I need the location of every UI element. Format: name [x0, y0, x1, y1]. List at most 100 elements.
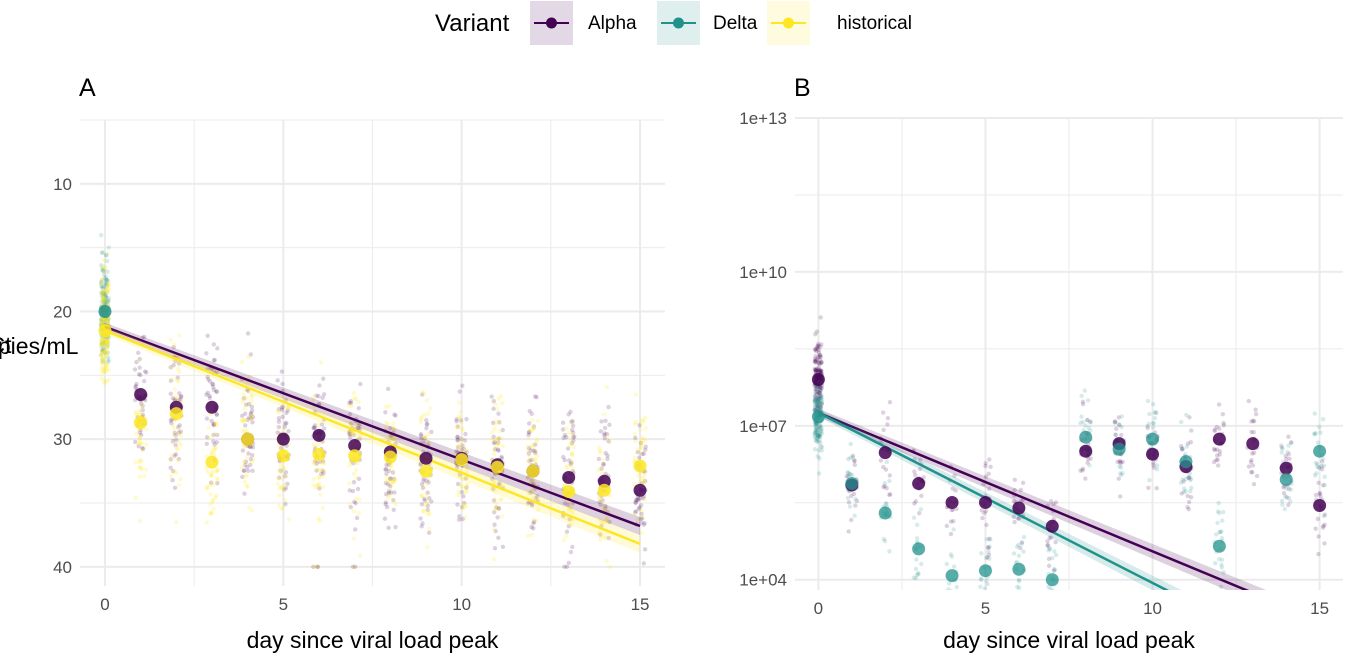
- observation-point: [275, 408, 280, 414]
- observation-point: [170, 468, 176, 474]
- observation-point: [353, 501, 358, 506]
- observation-point: [816, 341, 821, 347]
- observation-point: [99, 340, 105, 346]
- observation-point: [632, 512, 637, 517]
- observation-point: [813, 367, 818, 373]
- observation-point: [105, 340, 110, 345]
- observation-point: [393, 427, 398, 433]
- observation-point: [633, 500, 638, 505]
- observation-point: [600, 521, 606, 526]
- observation-point: [526, 491, 531, 496]
- observation-point: [1251, 481, 1257, 487]
- observation-point: [1286, 495, 1292, 501]
- observation-point: [425, 490, 430, 495]
- legend-entry-delta: Delta: [657, 1, 758, 45]
- observation-point: [105, 250, 111, 256]
- observation-point: [1248, 459, 1254, 465]
- observation-point: [813, 438, 819, 443]
- observation-point: [850, 453, 856, 459]
- observation-point: [212, 431, 217, 437]
- observation-point: [170, 422, 176, 428]
- observation-point: [243, 423, 248, 428]
- observation-point: [1053, 500, 1059, 505]
- observation-point: [572, 434, 577, 439]
- observation-point: [350, 430, 356, 435]
- observation-point: [421, 496, 427, 502]
- observation-point: [816, 368, 821, 374]
- observation-point: [100, 263, 106, 269]
- observation-point: [812, 359, 817, 364]
- observation-point: [818, 394, 823, 399]
- observation-point: [1054, 593, 1058, 597]
- observation-point: [140, 446, 145, 451]
- observation-point: [598, 534, 603, 539]
- observation-point: [136, 372, 142, 377]
- observation-point: [1015, 589, 1019, 590]
- observation-point: [571, 438, 576, 443]
- observation-point: [569, 522, 575, 528]
- observation-point: [1221, 420, 1226, 426]
- observation-point: [251, 457, 256, 462]
- observation-point: [172, 397, 178, 402]
- observation-point: [242, 444, 247, 450]
- observation-point: [285, 405, 290, 410]
- mean-point-delta: [878, 506, 892, 520]
- observation-point: [1087, 463, 1092, 468]
- observation-point: [356, 476, 362, 482]
- observation-point: [812, 435, 817, 440]
- observation-point: [102, 350, 108, 355]
- observation-point: [106, 299, 111, 304]
- observation-point: [1016, 516, 1021, 521]
- observation-point: [497, 420, 502, 426]
- observation-point: [955, 590, 959, 594]
- observation-point: [211, 421, 216, 427]
- observation-point: [531, 478, 536, 483]
- observation-point: [880, 410, 886, 415]
- x-tick-label: 0: [100, 595, 109, 614]
- observation-point: [99, 317, 105, 322]
- observation-point: [456, 493, 461, 498]
- observation-point: [492, 451, 497, 457]
- mean-point-delta: [1279, 472, 1293, 486]
- observation-point: [1250, 470, 1255, 475]
- observation-point: [248, 444, 253, 449]
- observation-point: [533, 450, 538, 456]
- observation-point: [1154, 410, 1159, 416]
- observation-point: [100, 365, 105, 370]
- observation-point: [1187, 477, 1193, 483]
- observation-point: [98, 338, 104, 344]
- observation-point: [813, 393, 819, 399]
- observation-point: [813, 360, 818, 365]
- mean-point-alpha: [205, 400, 219, 414]
- observation-point: [566, 412, 571, 417]
- observation-point: [102, 295, 107, 301]
- observation-point: [103, 296, 109, 301]
- observation-point: [818, 396, 823, 402]
- observation-point: [320, 484, 325, 490]
- observation-point: [1078, 468, 1083, 473]
- observation-point: [1113, 432, 1118, 438]
- observation-point: [493, 444, 499, 449]
- observation-point: [813, 422, 819, 427]
- observation-point: [177, 369, 182, 375]
- observation-point: [1317, 424, 1322, 430]
- observation-point: [954, 584, 959, 590]
- observation-point: [816, 439, 821, 445]
- observation-point: [249, 408, 255, 413]
- observation-point: [1052, 549, 1057, 554]
- observation-point: [1179, 419, 1184, 425]
- observation-point: [1188, 489, 1193, 494]
- observation-point: [214, 422, 220, 428]
- observation-point: [1185, 493, 1190, 499]
- observation-point: [139, 467, 145, 472]
- observation-point: [1147, 411, 1152, 417]
- observation-point: [104, 289, 109, 295]
- observation-point: [1113, 432, 1118, 437]
- mean-point-alpha: [633, 483, 647, 497]
- observation-point: [172, 453, 177, 459]
- observation-point: [526, 421, 532, 426]
- observation-point: [106, 316, 111, 322]
- observation-point: [99, 283, 105, 289]
- observation-point: [170, 478, 175, 483]
- observation-point: [817, 393, 822, 398]
